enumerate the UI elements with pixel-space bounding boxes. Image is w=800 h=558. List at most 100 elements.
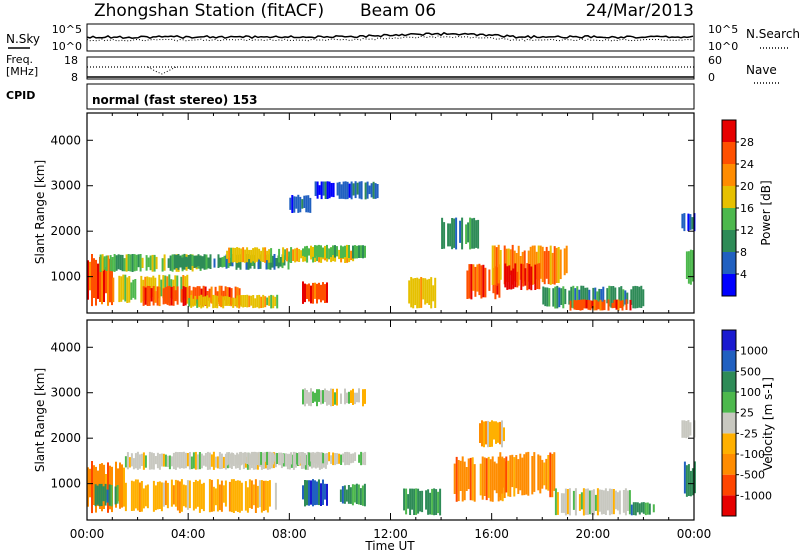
power-cell (330, 247, 332, 258)
power-cell (194, 287, 197, 304)
power-cell (307, 195, 310, 213)
power-cell (603, 299, 606, 311)
power-cell (512, 268, 515, 289)
power-cell (93, 258, 95, 298)
velocity-cell (499, 452, 502, 498)
power-cell (504, 263, 507, 288)
velocity-cell (363, 483, 366, 507)
power-cell (145, 255, 148, 271)
power-cell (109, 255, 112, 271)
power-cell (580, 285, 583, 309)
velocity-cell (102, 486, 105, 502)
velocity-cell (204, 453, 207, 467)
power-cell (578, 289, 581, 305)
velocity-cell (361, 485, 364, 506)
power-cell (461, 217, 464, 250)
power-cell (565, 245, 568, 274)
time-axis-labels: 00:00 04:00 08:00 12:00 16:00 20:00 00:00 (70, 527, 712, 541)
power-cell (563, 248, 566, 276)
power-cell (534, 264, 537, 290)
power-cell (306, 245, 308, 257)
power-cell (193, 255, 196, 268)
velocity-cell (473, 464, 476, 502)
velocity-cell (138, 482, 141, 512)
power-cell (266, 250, 269, 261)
velocity-cell (222, 485, 225, 503)
velocity-cell (216, 456, 219, 469)
power-cell (410, 277, 413, 308)
power-cell (256, 247, 259, 262)
power-cell (200, 294, 203, 309)
power-cell (234, 298, 237, 306)
velocity-cell (316, 481, 318, 505)
velocity-cell (93, 465, 95, 505)
power-cell (221, 257, 224, 268)
velocity-cell (483, 457, 486, 496)
velocity-cell (318, 479, 320, 506)
power-cell (589, 300, 592, 311)
velocity-cell (487, 420, 489, 448)
velocity-cell (300, 452, 303, 464)
power-cell (577, 299, 580, 310)
velocity-colorbar-segment (722, 433, 736, 454)
velocity-cell (616, 492, 619, 511)
power-cell (105, 267, 107, 294)
power-cell (497, 244, 500, 284)
power-cell (617, 299, 620, 311)
velocity-colorbar-tick-label: 25 (740, 407, 754, 420)
velocity-colorbar-segment (722, 454, 736, 475)
velocity-cell (357, 484, 360, 505)
power-cell (358, 181, 361, 199)
power-cell (552, 288, 555, 307)
power-cell (173, 254, 176, 270)
velocity-colorbar-segment (722, 330, 736, 351)
velocity-cell (564, 488, 567, 516)
power-cell (612, 286, 615, 308)
velocity-cell (172, 485, 175, 505)
power-cell (626, 292, 629, 304)
station-title: Zhongshan Station (fitACF) (94, 1, 324, 21)
velocity-cell (244, 481, 247, 511)
power-cell (250, 295, 253, 306)
power-cell (214, 295, 217, 308)
velocity-cell (210, 454, 213, 467)
power-cell (516, 271, 519, 288)
velocity-cell (262, 480, 265, 511)
power-cell (683, 213, 686, 232)
power-cell (597, 301, 600, 310)
power-cell (242, 247, 245, 263)
time-tick-label: 20:00 (576, 527, 611, 541)
power-cell (426, 279, 429, 304)
power-cell (212, 294, 215, 309)
power-cell (118, 275, 121, 303)
velocity-cell (192, 452, 195, 469)
power-cell (468, 264, 471, 299)
velocity-cell (312, 391, 314, 403)
velocity-ytick-label: 2000 (50, 431, 81, 445)
nave-tick-bottom: 0 (708, 71, 715, 84)
velocity-cell (352, 388, 354, 405)
power-cell (318, 185, 321, 195)
velocity-colorbar-segment (722, 412, 736, 434)
power-cell (203, 254, 206, 270)
velocity-cell (254, 451, 257, 465)
power-cell (469, 217, 472, 250)
velocity-cell (188, 480, 191, 509)
power-cell (289, 197, 292, 210)
velocity-cell (634, 502, 637, 516)
power-cell (127, 254, 130, 272)
velocity-cell (358, 388, 360, 403)
velocity-cell (519, 453, 522, 491)
velocity-cell (146, 484, 149, 509)
power-cell (322, 282, 324, 301)
velocity-cell (108, 484, 111, 506)
power-cell (187, 258, 190, 266)
velocity-cell (586, 488, 589, 515)
power-ylabel: Slant Range [km] (33, 160, 47, 264)
velocity-cell (158, 481, 161, 509)
velocity-cell (340, 393, 342, 404)
velocity-cell (134, 479, 137, 509)
power-colorbar-segment (722, 274, 736, 296)
power-cell (202, 285, 205, 306)
